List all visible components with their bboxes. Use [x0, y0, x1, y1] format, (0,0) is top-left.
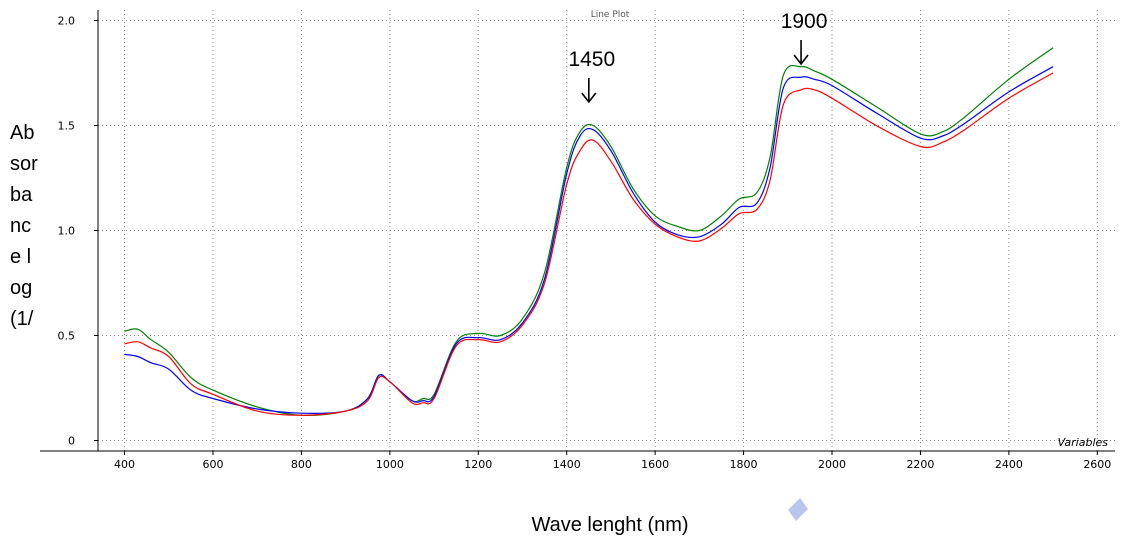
x-tick-label: 2400	[995, 458, 1023, 471]
y-axis-label: Absorbance log (1/	[10, 122, 38, 330]
x-tick-label: 1800	[730, 458, 758, 471]
x-tick-label: 1600	[641, 458, 669, 471]
y-tick-label: 1.5	[58, 120, 76, 133]
x-tick-label: 2200	[906, 458, 934, 471]
x-tick-label: 800	[291, 458, 312, 471]
plot-title: Line Plot	[591, 10, 630, 20]
x-tick-label: 400	[114, 458, 135, 471]
watermark-logo	[788, 498, 808, 521]
x-tick-label: 2600	[1083, 458, 1111, 471]
annotations: 1450 1900	[568, 10, 828, 104]
y-tick-label: 0	[68, 435, 75, 448]
series-line-1	[124, 66, 1054, 414]
peak-label: 1900	[781, 10, 828, 33]
x-tick-label: 2000	[818, 458, 846, 471]
x-axis-tag: Variables	[1058, 436, 1109, 449]
y-tick-label: 1.0	[58, 225, 76, 238]
x-axis-label: Wave lenght (nm)	[531, 514, 689, 536]
y-tick-label: 0.5	[58, 330, 76, 343]
peak-label: 1450	[568, 48, 615, 71]
series-group	[124, 47, 1054, 417]
grid	[98, 10, 1115, 451]
x-tick-label: 1000	[376, 458, 404, 471]
x-tick-label: 1200	[464, 458, 492, 471]
series-line-2	[124, 72, 1054, 416]
axes: 400 600 800 1000 1200 1400 1600 1800 2000 2200 240…	[40, 10, 1115, 471]
logo-shape	[788, 498, 808, 521]
y-tick-label: 2.0	[58, 15, 76, 28]
peak-arrow-head-icon	[581, 92, 597, 104]
peak-arrow-head-icon	[793, 54, 809, 66]
x-tick-label: 600	[202, 458, 223, 471]
x-tick-label: 1400	[553, 458, 581, 471]
